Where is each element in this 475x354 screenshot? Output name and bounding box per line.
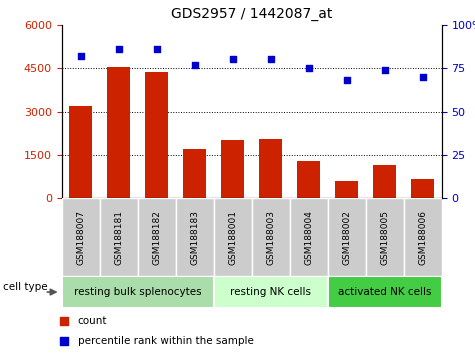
Bar [214, 198, 252, 276]
Bar [297, 161, 320, 198]
Point [115, 46, 123, 52]
Text: resting bulk splenocytes: resting bulk splenocytes [74, 287, 201, 297]
Point [60, 338, 68, 344]
Point [60, 318, 68, 324]
Bar [145, 72, 168, 198]
Text: GSM188002: GSM188002 [342, 210, 351, 265]
Bar [335, 182, 358, 198]
Bar [411, 178, 434, 198]
Bar [366, 198, 404, 276]
Bar [221, 141, 244, 198]
Point [343, 78, 351, 83]
Text: GSM188004: GSM188004 [304, 210, 313, 265]
Text: GSM188006: GSM188006 [418, 210, 427, 265]
Bar [183, 149, 206, 198]
Text: GSM188007: GSM188007 [76, 210, 85, 265]
Text: GSM188181: GSM188181 [114, 210, 123, 265]
Bar [62, 198, 100, 276]
Bar [404, 198, 442, 276]
Bar [252, 198, 290, 276]
Bar [259, 139, 282, 198]
Point [267, 57, 275, 62]
Bar [100, 198, 138, 276]
Point [191, 62, 199, 68]
Text: GSM188183: GSM188183 [190, 210, 199, 265]
Point [77, 53, 85, 59]
Point [229, 57, 237, 62]
Bar [214, 276, 328, 308]
Point [381, 67, 389, 73]
Text: cell type: cell type [3, 282, 48, 292]
Bar [138, 198, 176, 276]
Bar [328, 198, 366, 276]
Bar [62, 276, 214, 308]
Bar [290, 198, 328, 276]
Title: GDS2957 / 1442087_at: GDS2957 / 1442087_at [171, 7, 332, 21]
Text: GSM188003: GSM188003 [266, 210, 275, 265]
Text: activated NK cells: activated NK cells [338, 287, 431, 297]
Text: resting NK cells: resting NK cells [230, 287, 311, 297]
Point [419, 74, 427, 80]
Bar [373, 165, 396, 198]
Text: percentile rank within the sample: percentile rank within the sample [77, 336, 254, 346]
Point [305, 65, 313, 71]
Bar [69, 106, 92, 198]
Bar [107, 67, 130, 198]
Text: count: count [77, 316, 107, 326]
Text: GSM188005: GSM188005 [380, 210, 389, 265]
Bar [176, 198, 214, 276]
Point [153, 46, 161, 52]
Text: GSM188001: GSM188001 [228, 210, 237, 265]
Bar [328, 276, 442, 308]
Text: GSM188182: GSM188182 [152, 210, 161, 265]
